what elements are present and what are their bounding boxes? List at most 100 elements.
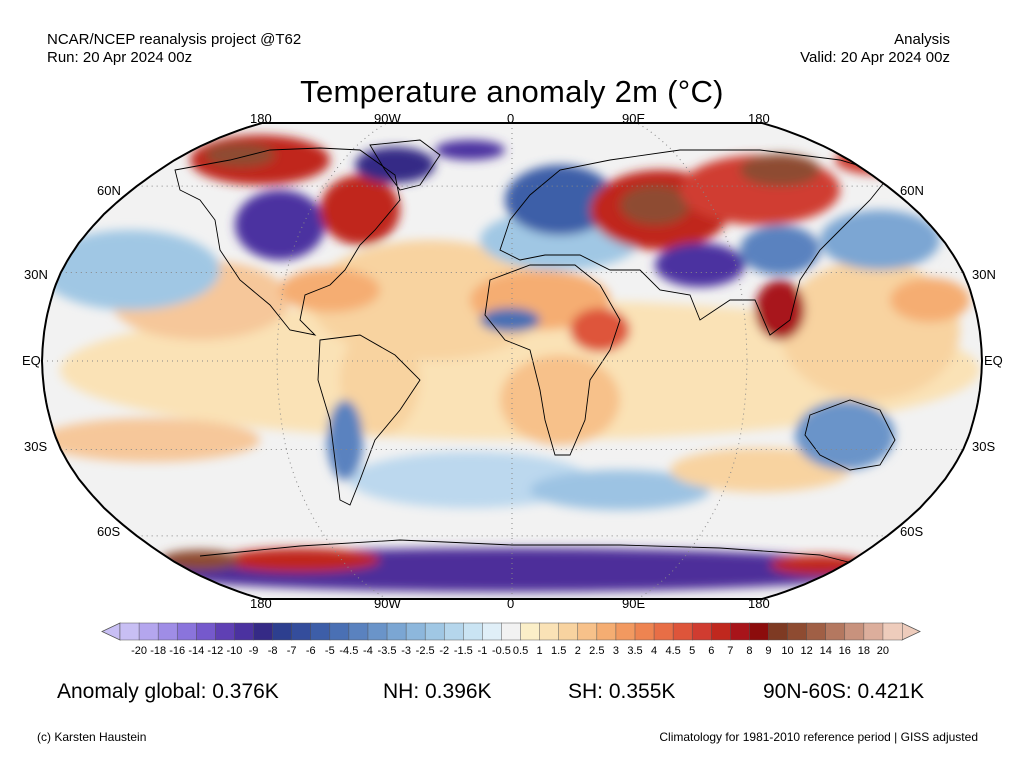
colorbar-tick-label: -9 [249,645,259,657]
colorbar-tick-label: -1 [477,645,487,657]
colorbar-tick-label: 7 [727,645,733,657]
colorbar-cell [691,622,712,641]
colorbar-cell [730,622,750,641]
stat-global: Anomaly global: 0.376K [57,680,279,703]
footer-climatology: Climatology for 1981-2010 reference peri… [659,730,978,744]
colorbar-tick-label: -14 [188,645,204,657]
colorbar-cell [348,622,369,641]
coastlines [174,139,896,566]
colorbar-cell [405,622,426,641]
arctic-cold [435,140,505,160]
south-indian-cold [530,470,710,510]
colorbar-tick-label: 20 [877,645,889,657]
colorbar-cell [653,622,674,641]
lon-label-top-180w: 180 [250,111,272,126]
colorbar-tick-label: -10 [226,645,242,657]
colorbar-cell [596,622,617,641]
colorbar-cell [482,622,503,641]
stat-arctic: 90N-60S: 0.421K [763,680,925,703]
eurasia-outline [499,149,891,336]
colorbar-tick-label: 10 [781,645,793,657]
lon-label-bottom-0: 0 [507,596,515,611]
northwest-pacific-cold [820,210,940,270]
anomaly-field [42,135,980,592]
lat-label-right-30n: 30N [972,267,996,282]
colorbar-tick-label: 8 [746,645,752,657]
colorbar-tick-label: 3.5 [627,645,642,657]
colorbar-cell [634,622,655,641]
colorbar-cell [806,622,827,641]
colorbar-tick-label: 2 [575,645,581,657]
colorbar-extend-high [901,622,921,641]
colorbar-extend-low [101,622,121,641]
lat-label-left-60n: 60N [97,183,121,198]
header-valid: Valid: 20 Apr 2024 00z [800,49,950,66]
colorbar-tick-label: -16 [169,645,185,657]
lat-label-right-60s: 60S [900,524,924,539]
australia-outline [804,399,896,471]
colorbar-cell [463,622,483,641]
colorbar-cell [863,622,884,641]
antarctica-outline [199,539,861,566]
lat-label-left-eq: EQ [22,353,41,368]
colorbar-cell [176,622,197,641]
colorbar-tick-label: 4 [651,645,657,657]
colorbar-tick-label: 12 [801,645,813,657]
colorbar-tick-label: 6 [708,645,714,657]
colorbar-tick-label: 3 [613,645,619,657]
globe-outline [40,122,984,600]
sahel-cold [480,308,540,332]
colorbar-cells [101,622,921,641]
colorbar-cell [882,622,903,641]
colorbar-cell [234,622,255,641]
colorbar-cell [501,622,522,641]
colorbar-cell [711,622,731,641]
stat-sh: SH: 0.355K [568,680,676,703]
south-pacific-warm [42,418,260,462]
north-pacific-cold [42,230,220,310]
colorbar-tick-label: 1.5 [551,645,566,657]
colorbar-cell [272,622,293,641]
colorbar-tick-label: 1 [537,645,543,657]
east-siberia-hot [740,154,820,186]
lon-label-bottom-180w: 180 [250,596,272,611]
map-field [42,123,982,599]
lon-label-bottom-90w: 90W [374,596,401,611]
colorbar-tick-label: -5 [325,645,335,657]
colorbar-tick-label: 18 [858,645,870,657]
colorbar-cell [615,622,636,641]
lon-label-bottom-180e: 180 [748,596,770,611]
colorbar-cell [577,622,598,641]
colorbar-cell [329,622,350,641]
colorbar-cell [196,622,216,641]
lat-label-left-30n: 30N [24,267,48,282]
south-america-outline [317,334,421,506]
andes-cold [327,400,363,480]
colorbar-cell [768,622,789,641]
lon-label-top-180e: 180 [748,111,770,126]
colorbar-cell [291,622,312,641]
ural-hot [620,185,690,225]
colorbar-cell [253,622,274,641]
lon-label-top-90e: 90E [622,111,646,126]
south-america-warm [340,325,420,435]
north-america-outline [174,147,401,336]
stat-nh: NH: 0.396K [383,680,492,703]
colorbar-cell [539,622,560,641]
colorbar: -20 -18 -16 -14 -12 -10 -9 -8 -7 -6 -5 -4.5 -4 -3.5 -3… [101,622,921,657]
canada-cold [235,190,325,260]
colorbar-tick-label: -20 [131,645,147,657]
east-africa-warm [570,308,630,352]
colorbar-cell [215,622,235,641]
colorbar-cell [367,622,388,641]
southern-africa-warm [500,355,620,445]
colorbar-cell [844,622,865,641]
colorbar-tick-label: 0.5 [513,645,528,657]
lat-label-right-30s: 30S [972,439,996,454]
colorbar-cell [386,622,407,641]
colorbar-cell [749,622,770,641]
gulf-warm [280,268,380,312]
indian-ocean-warm [670,448,850,492]
scandinavia-cold [505,165,615,235]
colorbar-tick-label: -12 [207,645,223,657]
